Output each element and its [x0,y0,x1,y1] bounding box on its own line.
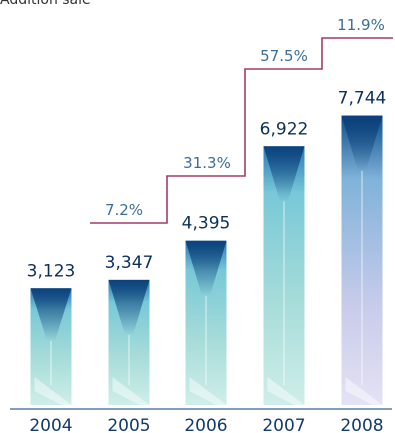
bar-2005 [108,279,150,405]
value-label: 3,347 [105,253,154,273]
bar-2004 [30,288,72,405]
x-tick-label: 2006 [184,416,227,433]
bar-2008 [341,115,383,406]
value-label: 7,744 [338,89,387,109]
x-tick-label: 2005 [107,416,150,433]
bar-2007 [263,146,305,405]
bar-2006 [185,240,227,405]
value-label: 4,395 [182,214,231,234]
step-line [90,37,393,224]
value-label: 6,922 [260,119,309,139]
value-labels: 3,123 3,347 4,395 6,922 7,744 [27,89,387,282]
growth-labels: 7.2% 31.3% 57.5% 11.9% [105,16,385,219]
growth-label: 57.5% [260,47,308,65]
growth-label: 11.9% [337,16,385,34]
growth-label: 31.3% [183,154,231,172]
growth-step-line [90,37,393,224]
x-axis-ticks: 2004 2005 2006 2007 2008 [29,416,383,433]
chart-title: Addition sale [0,0,91,8]
x-tick-label: 2008 [340,416,383,433]
x-tick-label: 2004 [29,416,72,433]
bars [30,115,383,406]
value-label: 3,123 [27,261,76,281]
growth-label: 7.2% [105,201,143,219]
x-tick-label: 2007 [262,416,305,433]
